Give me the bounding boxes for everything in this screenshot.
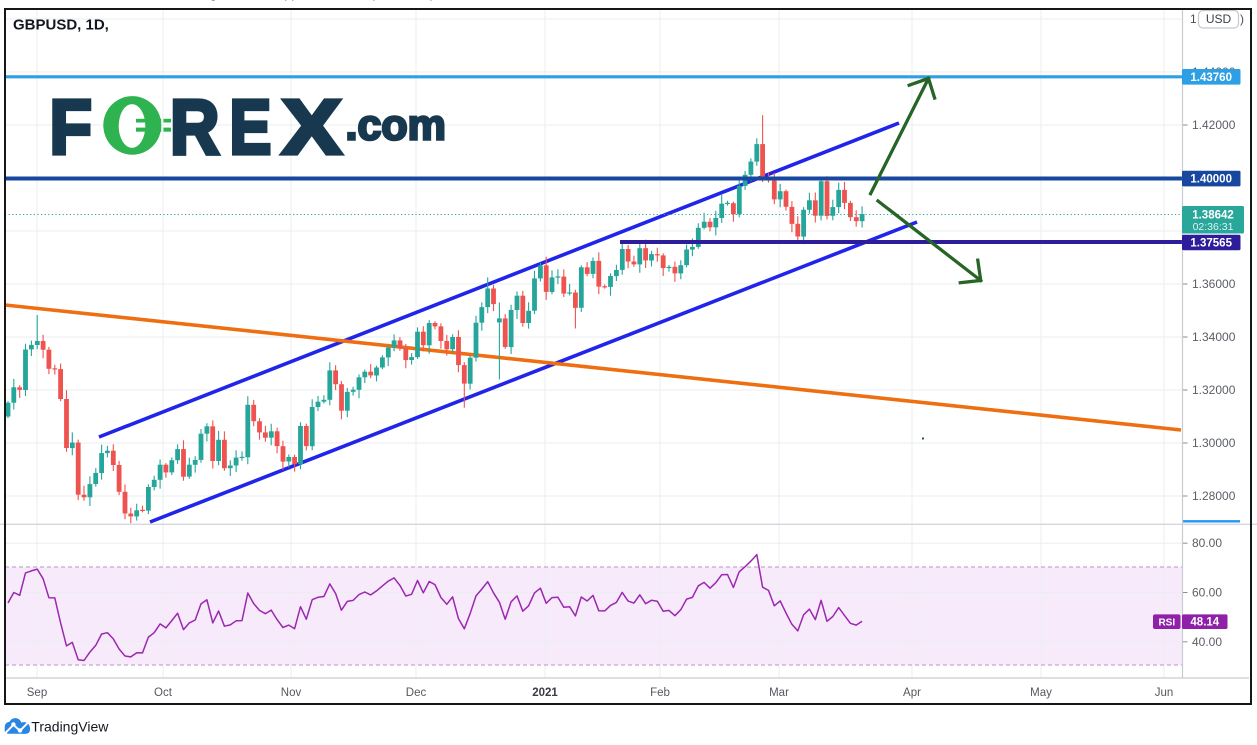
svg-text:1.43760: 1.43760 xyxy=(1190,72,1232,84)
svg-text:Apr: Apr xyxy=(903,687,921,699)
svg-text:): ) xyxy=(1240,12,1244,26)
svg-text:GBPUSD, 1D,: GBPUSD, 1D, xyxy=(13,17,109,34)
svg-text:1.42000: 1.42000 xyxy=(1192,118,1236,132)
svg-text:USD: USD xyxy=(1206,12,1232,26)
svg-text:.com: .com xyxy=(346,102,446,150)
svg-text:1.28000: 1.28000 xyxy=(1192,489,1236,503)
svg-text:1.36000: 1.36000 xyxy=(1192,277,1236,291)
svg-text:Nov: Nov xyxy=(281,687,302,699)
svg-text:May: May xyxy=(1030,687,1052,699)
svg-text:1: 1 xyxy=(1190,12,1197,26)
svg-text:Sep: Sep xyxy=(27,687,47,699)
svg-text:Dec: Dec xyxy=(406,687,427,699)
svg-text:E: E xyxy=(230,83,272,170)
svg-text:1.40000: 1.40000 xyxy=(1190,174,1232,186)
svg-text:40.00: 40.00 xyxy=(1192,635,1222,649)
svg-text:RSI: RSI xyxy=(1158,617,1175,628)
svg-text:X: X xyxy=(282,84,341,170)
svg-text:60.00: 60.00 xyxy=(1192,586,1222,600)
svg-text:Jun: Jun xyxy=(1155,687,1174,699)
svg-text:80.00: 80.00 xyxy=(1192,536,1222,550)
svg-text:Feb: Feb xyxy=(650,687,670,699)
svg-text:1.38642: 1.38642 xyxy=(1192,210,1234,222)
svg-text:1.37565: 1.37565 xyxy=(1190,238,1232,250)
svg-text:Mar: Mar xyxy=(769,687,789,699)
svg-text:Oct: Oct xyxy=(154,687,173,699)
svg-text:1.30000: 1.30000 xyxy=(1192,436,1236,450)
svg-text:TradingView: TradingView xyxy=(31,718,109,734)
svg-text:1.34000: 1.34000 xyxy=(1192,330,1236,344)
svg-text:F: F xyxy=(50,84,92,170)
svg-text:1.32000: 1.32000 xyxy=(1192,383,1236,397)
svg-text:2021: 2021 xyxy=(532,687,558,699)
svg-text:02:36:31: 02:36:31 xyxy=(1193,221,1234,233)
svg-text:R: R xyxy=(170,85,219,171)
svg-text:48.14: 48.14 xyxy=(1190,617,1219,629)
